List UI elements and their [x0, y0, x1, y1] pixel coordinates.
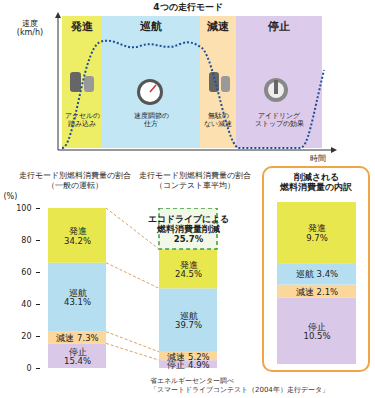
svg-text:巡航39.7%: 巡航39.7%	[175, 311, 202, 330]
svg-text:発進9.7%: 発進9.7%	[306, 223, 328, 242]
svg-text:発進24.5%: 発進24.5%	[175, 260, 202, 279]
html-text:省エネルギーセンター調べ 「スマートドライブコンテスト（20: 省エネルギーセンター調べ 「スマートドライブコンテスト（2004年）走行データ」	[150, 377, 329, 394]
svg-text:停止15.4%: 停止15.4%	[64, 346, 91, 365]
svg-text:(%): (%)	[4, 192, 18, 201]
svg-text:速度(km/h): 速度(km/h)	[17, 19, 43, 37]
svg-text:速度調節の仕方: 速度調節の仕方	[134, 112, 169, 128]
svg-text:0: 0	[26, 364, 31, 373]
svg-text:4つの走行モード: 4つの走行モード	[153, 2, 222, 12]
svg-text:20: 20	[21, 332, 31, 341]
html-text:走行モード別燃料消費量の割合 （コンテスト車平均）: 走行モード別燃料消費量の割合 （コンテスト車平均）	[139, 171, 251, 190]
svg-text:発進34.2%: 発進34.2%	[64, 226, 91, 245]
svg-text:減速 2.1%: 減速 2.1%	[296, 287, 338, 297]
html-text:走行モード別燃料消費量の割合 （一般の運転）: 走行モード別燃料消費量の割合 （一般の運転）	[19, 171, 131, 190]
svg-text:時間: 時間	[310, 154, 326, 163]
svg-text:無駄のない減速: 無駄のない減速	[204, 112, 232, 128]
svg-text:減速 7.3%: 減速 7.3%	[56, 333, 98, 343]
svg-text:巡航: 巡航	[139, 20, 162, 33]
svg-text:停止 4.9%: 停止 4.9%	[167, 359, 210, 370]
svg-text:減速 5.2%: 減速 5.2%	[167, 351, 209, 361]
svg-text:エコドライブによる燃料消費量削減25.7%: エコドライブによる燃料消費量削減25.7%	[148, 214, 229, 244]
html-text:削減される 燃料消費量の内訳: 削減される 燃料消費量の内訳	[280, 172, 352, 193]
svg-text:アイドリングストップの効果: アイドリングストップの効果	[255, 112, 304, 128]
svg-text:停止10.5%: 停止10.5%	[303, 322, 330, 341]
svg-text:巡航43.1%: 巡航43.1%	[64, 288, 91, 307]
svg-text:80: 80	[21, 236, 31, 245]
svg-text:停止: 停止	[267, 20, 290, 33]
svg-text:アクセルの踏み込み: アクセルの踏み込み	[65, 112, 100, 128]
svg-text:発進: 発進	[70, 20, 94, 33]
svg-text:巡航 3.4%: 巡航 3.4%	[296, 269, 338, 279]
svg-text:40: 40	[21, 300, 31, 309]
svg-text:60: 60	[21, 268, 31, 277]
svg-text:100: 100	[16, 204, 31, 213]
svg-text:減速: 減速	[206, 20, 230, 33]
